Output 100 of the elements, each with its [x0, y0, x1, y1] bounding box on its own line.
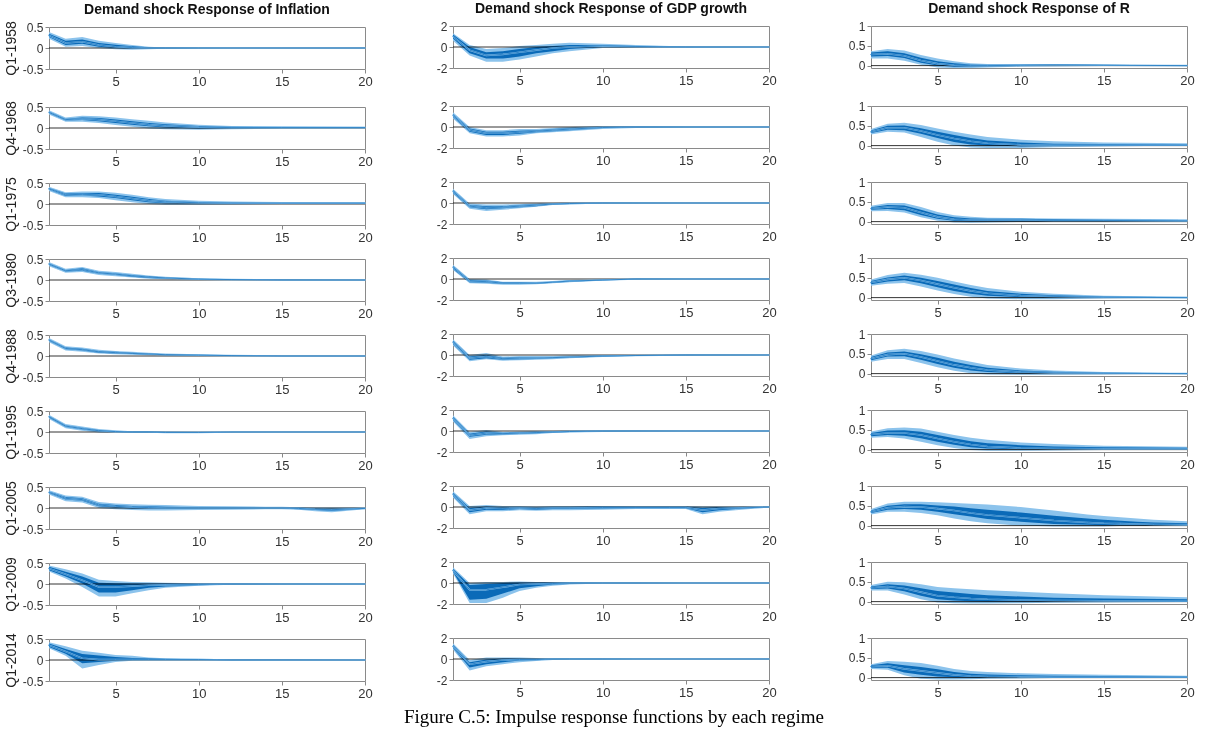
- x-tick-label: 10: [595, 228, 611, 244]
- x-tick-label: 15: [1097, 152, 1112, 168]
- y-tick-label: 0: [36, 653, 44, 668]
- y-tick-label: -0.5: [22, 598, 44, 613]
- y-tick-label: 0: [440, 120, 448, 135]
- y-tick-label: 1: [858, 251, 866, 266]
- y-tick-label: 0.5: [848, 195, 866, 210]
- y-tick-label: 2: [440, 99, 448, 114]
- x-tick-label: 5: [934, 532, 942, 548]
- y-tick-label: 0: [440, 652, 448, 667]
- y-tick-label: 0: [858, 59, 866, 74]
- x-tick-label: 20: [762, 684, 777, 700]
- x-tick-label: 20: [762, 608, 777, 624]
- y-tick-label: -2: [436, 597, 448, 612]
- y-tick-label: 1: [858, 403, 866, 418]
- x-tick-label: 15: [275, 229, 290, 245]
- y-tick-label: 1: [858, 479, 866, 494]
- x-tick-label: 10: [1013, 72, 1029, 88]
- x-tick-label: 15: [275, 533, 290, 549]
- x-tick-label: 5: [112, 381, 120, 397]
- y-tick-label: 1: [858, 631, 866, 646]
- y-tick-label: -2: [436, 141, 448, 156]
- y-tick-label: 0.5: [848, 271, 866, 286]
- y-tick-label: 0.5: [848, 119, 866, 134]
- x-tick-label: 20: [1180, 456, 1195, 472]
- x-tick-label: 5: [934, 72, 942, 88]
- x-tick-label: 20: [358, 229, 373, 245]
- y-tick-label: 0: [440, 196, 448, 211]
- text: Figure C.5: Impulse response functions by each regime: [403, 706, 825, 728]
- y-tick-label: 0.5: [26, 176, 44, 191]
- x-tick-label: 10: [595, 532, 611, 548]
- y-tick-label: 0.5: [848, 423, 866, 438]
- y-tick-label: 0.5: [848, 499, 866, 514]
- x-tick-label: 15: [679, 608, 694, 624]
- y-axis-title: Q3-1980: [2, 253, 19, 308]
- x-tick-label: 20: [1180, 380, 1195, 396]
- y-tick-label: 0.5: [26, 328, 44, 343]
- y-tick-label: -2: [436, 521, 448, 536]
- x-tick-label: 10: [1013, 608, 1029, 624]
- y-tick-label: 0: [440, 272, 448, 287]
- x-tick-label: 20: [1180, 228, 1195, 244]
- x-tick-label: 15: [679, 380, 694, 396]
- y-axis-title: Q1-2009: [2, 557, 19, 612]
- x-tick-label: 15: [1097, 380, 1112, 396]
- y-tick-label: 0: [858, 671, 866, 686]
- y-tick-label: 0.5: [26, 20, 44, 35]
- x-tick-label: 5: [516, 532, 524, 548]
- x-tick-label: 5: [934, 380, 942, 396]
- chart-title: Demand shock Response of GDP growth: [474, 0, 748, 16]
- x-tick-label: 20: [762, 304, 777, 320]
- x-tick-label: 15: [275, 609, 290, 625]
- x-tick-label: 10: [191, 229, 207, 245]
- y-tick-label: 0: [440, 424, 448, 439]
- y-tick-label: 0.5: [26, 404, 44, 419]
- x-tick-label: 5: [516, 72, 524, 88]
- y-tick-label: 1: [858, 327, 866, 342]
- x-tick-label: 5: [516, 380, 524, 396]
- x-tick-label: 10: [595, 456, 611, 472]
- x-tick-label: 10: [191, 305, 207, 321]
- x-tick-label: 10: [1013, 456, 1029, 472]
- x-tick-label: 5: [934, 608, 942, 624]
- x-tick-label: 10: [1013, 304, 1029, 320]
- x-tick-label: 10: [1013, 152, 1029, 168]
- y-tick-label: 0: [36, 349, 44, 364]
- x-tick-label: 5: [112, 685, 120, 701]
- x-tick-label: 10: [595, 152, 611, 168]
- y-tick-label: 2: [440, 327, 448, 342]
- x-tick-label: 20: [762, 532, 777, 548]
- x-tick-label: 5: [516, 152, 524, 168]
- x-tick-label: 10: [191, 685, 207, 701]
- x-tick-label: 15: [679, 228, 694, 244]
- y-tick-label: 0.5: [26, 556, 44, 571]
- y-tick-label: -0.5: [22, 522, 44, 537]
- y-tick-label: 0: [858, 291, 866, 306]
- x-tick-label: 20: [1180, 152, 1195, 168]
- x-tick-label: 15: [1097, 608, 1112, 624]
- x-tick-label: 10: [191, 381, 207, 397]
- y-tick-label: 0: [858, 215, 866, 230]
- x-tick-label: 15: [679, 532, 694, 548]
- x-tick-label: 10: [595, 684, 611, 700]
- x-tick-label: 10: [191, 609, 207, 625]
- x-tick-label: 10: [191, 457, 207, 473]
- y-tick-label: -2: [436, 445, 448, 460]
- y-tick-label: -0.5: [22, 674, 44, 689]
- x-tick-label: 10: [1013, 532, 1029, 548]
- y-tick-label: -0.5: [22, 370, 44, 385]
- y-tick-label: -2: [436, 217, 448, 232]
- x-tick-label: 20: [358, 305, 373, 321]
- x-tick-label: 15: [679, 684, 694, 700]
- x-tick-label: 15: [275, 685, 290, 701]
- y-axis-title: Q1-2014: [2, 633, 19, 688]
- y-axis-title: Q1-1975: [2, 177, 19, 232]
- x-tick-label: 10: [595, 72, 611, 88]
- y-tick-label: 0: [440, 40, 448, 55]
- y-tick-label: 1: [858, 555, 866, 570]
- y-tick-label: -0.5: [22, 62, 44, 77]
- y-axis-title: Q4-1988: [2, 329, 19, 384]
- x-tick-label: 5: [516, 608, 524, 624]
- y-tick-label: 0: [36, 121, 44, 136]
- x-tick-label: 10: [595, 608, 611, 624]
